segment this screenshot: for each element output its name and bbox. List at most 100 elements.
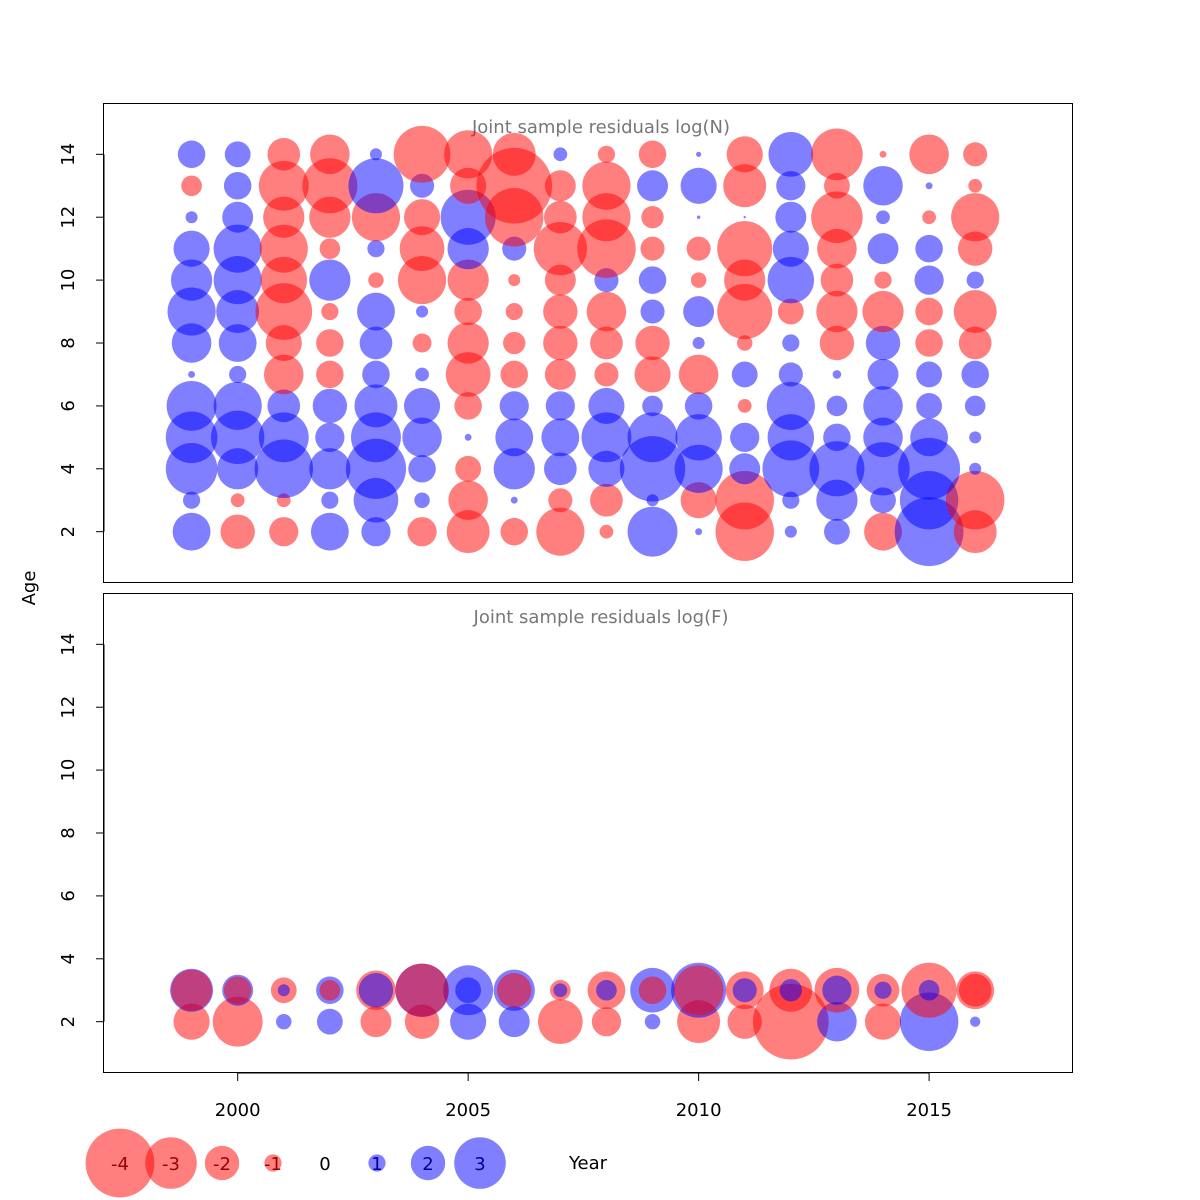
residual-bubble: [686, 236, 711, 261]
residual-bubble: [543, 294, 578, 329]
residual-bubble-overlay: [395, 963, 449, 1017]
legend-bubble: [145, 1137, 197, 1189]
residual-bubble: [414, 492, 430, 508]
residual-bubble: [586, 291, 627, 332]
residual-bubble-overlay: [638, 976, 667, 1004]
residual-bubble: [782, 334, 800, 352]
residual-bubble: [969, 431, 982, 444]
residual-bubble: [173, 1003, 210, 1040]
residual-bubble: [678, 354, 719, 395]
legend-label: 1: [371, 1154, 382, 1175]
residual-bubble-overlay: [596, 979, 617, 1001]
legend-bubble: [368, 1154, 386, 1172]
residual-bubble: [826, 395, 848, 417]
residual-bubble: [309, 259, 351, 301]
residual-bubble: [968, 178, 983, 193]
residual-bubble: [641, 206, 664, 229]
residual-bubble: [969, 462, 982, 475]
residual-bubble: [816, 290, 858, 333]
residual-bubble: [402, 417, 442, 458]
residual-bubble: [213, 381, 262, 430]
residual-bubble-overlay: [277, 984, 290, 997]
residual-bubble: [362, 360, 390, 389]
residual-bubble: [319, 238, 341, 259]
residual-bubble: [862, 290, 904, 333]
x-tick-label: 2000: [215, 1100, 261, 1121]
residual-bubble: [864, 512, 902, 551]
residual-bubble: [544, 170, 576, 202]
residual-bubble: [775, 201, 807, 233]
y-tick-label: 10: [58, 759, 79, 782]
residual-bubble: [767, 256, 815, 304]
residual-bubble-overlay: [553, 983, 568, 998]
residual-bubble: [553, 147, 568, 162]
residual-bubble-overlay: [170, 969, 213, 1011]
residual-bubble: [185, 211, 198, 224]
residual-bubble: [445, 352, 491, 397]
residual-bubble: [778, 362, 803, 387]
residual-bubble: [953, 290, 997, 334]
residual-bubble-overlay: [732, 978, 757, 1003]
residual-bubble: [811, 128, 863, 181]
residual-bubble-overlay: [958, 973, 992, 1007]
residual-bubble: [772, 230, 809, 267]
residual-bubble: [582, 161, 631, 210]
residual-bubble: [856, 442, 910, 496]
residual-bubble: [267, 389, 301, 423]
residual-bubble: [412, 333, 432, 353]
residual-bubble: [736, 335, 753, 351]
residual-bubble: [752, 983, 829, 1060]
y-tick-label: 2: [58, 526, 79, 537]
residual-bubble: [591, 1007, 622, 1037]
residual-bubble: [267, 137, 301, 171]
residual-bubble: [590, 326, 623, 360]
residual-bubble: [173, 230, 210, 267]
residual-bubble: [499, 391, 529, 421]
panel-title: Joint sample residuals log(F): [473, 607, 729, 628]
legend: -4 -3 -2 -1 0 1 2 3: [85, 1128, 506, 1198]
legend-bubble: [264, 1154, 282, 1172]
x-tick-label: 2005: [445, 1100, 491, 1121]
residual-bubble: [223, 172, 252, 200]
residual-bubble: [966, 271, 984, 289]
residual-bubble: [684, 392, 713, 420]
residual-bubble: [213, 224, 262, 273]
residual-bubble: [361, 517, 391, 547]
residual-bubble: [447, 259, 489, 301]
residual-bubble: [817, 1001, 857, 1042]
residual-bubble: [951, 193, 1000, 242]
residual-bubble: [276, 1013, 292, 1030]
residual-bubble: [879, 150, 887, 158]
residual-bubble: [321, 302, 339, 321]
residual-bubble-overlay: [497, 973, 532, 1008]
residual-bubble: [627, 506, 678, 557]
residual-bubble-overlay: [822, 975, 852, 1005]
residual-bubble: [212, 996, 263, 1047]
residual-bubble: [723, 164, 767, 208]
residual-bubble: [446, 510, 490, 554]
residual-bubble: [505, 302, 523, 321]
y-tick-label: 8: [58, 827, 79, 838]
x-tick-label: 2010: [676, 1100, 722, 1121]
residual-bubble: [925, 182, 933, 190]
residual-bubble: [393, 125, 451, 183]
residual-bubble: [500, 360, 529, 389]
bubble-layer: [170, 962, 995, 1060]
residual-bubble: [455, 455, 482, 482]
residual-bubble: [310, 512, 349, 551]
residual-bubble: [867, 233, 899, 265]
residual-bubble: [599, 524, 614, 539]
residual-bubble-overlay: [319, 979, 341, 1001]
residual-bubble: [258, 160, 309, 211]
residual-bubble: [695, 528, 703, 536]
residual-bubble: [898, 437, 961, 500]
residual-bubble: [464, 433, 472, 441]
residual-bubble: [492, 132, 536, 176]
residual-bubble: [915, 297, 943, 326]
residual-bubble-overlay: [918, 979, 940, 1001]
residual-bubble-overlay: [779, 979, 802, 1002]
residual-bubble: [915, 234, 943, 263]
residual-bubble: [172, 512, 211, 551]
residual-bubble: [367, 240, 385, 258]
